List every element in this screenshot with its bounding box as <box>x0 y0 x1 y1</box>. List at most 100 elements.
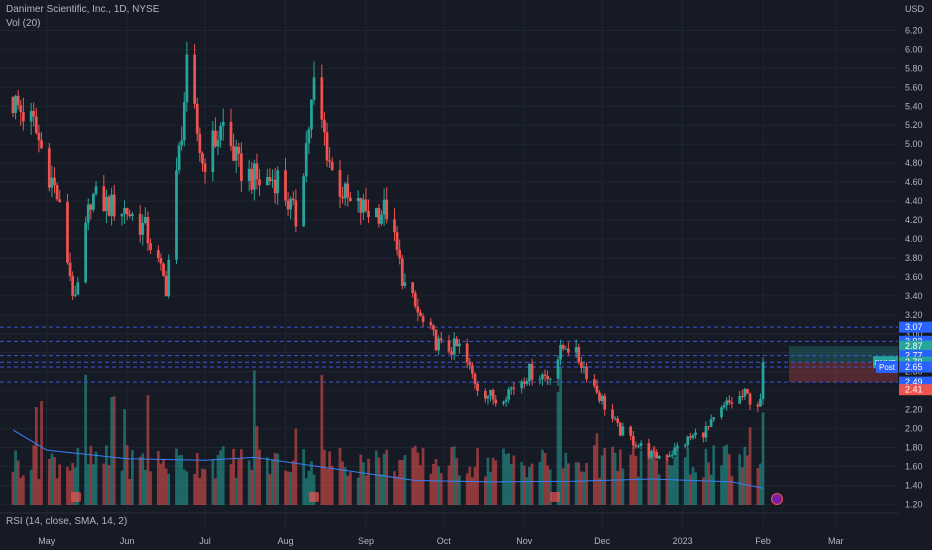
volume-bar <box>110 396 113 505</box>
volume-bar <box>107 464 111 505</box>
y-tick-label: 6.20 <box>905 25 923 35</box>
x-tick-label: Feb <box>755 536 771 546</box>
candle-body <box>50 177 54 188</box>
volume-bar <box>374 450 378 505</box>
volume-bar <box>367 458 370 505</box>
earnings-marker-icon[interactable] <box>550 492 560 502</box>
time-axis[interactable]: May Jun Jul Aug Sep Oct Nov Dec 2023 Feb Mar <box>38 536 843 546</box>
candle-body <box>419 312 422 317</box>
volume-bar <box>759 463 762 505</box>
position-target-zone[interactable] <box>789 346 898 363</box>
candle-body <box>382 199 386 215</box>
candle-body <box>232 146 235 161</box>
volume-bar <box>400 460 404 505</box>
candle-body <box>219 125 222 141</box>
candle-body <box>618 422 622 436</box>
volume-bar <box>86 464 90 505</box>
candle-body <box>668 455 671 457</box>
volume-bar <box>722 446 726 505</box>
volume-bars <box>11 366 765 505</box>
candle-body <box>655 452 658 459</box>
volume-bar <box>652 445 656 505</box>
earnings-marker-icon[interactable] <box>71 492 81 502</box>
volume-bar <box>743 446 747 505</box>
volume-bar <box>125 445 129 505</box>
candle-body <box>330 161 334 171</box>
earnings-marker-icon[interactable] <box>309 492 319 502</box>
candle-body <box>525 381 529 384</box>
volume-bar <box>105 445 108 505</box>
candle-body <box>198 133 202 154</box>
volume-bar <box>582 471 586 505</box>
price-tag-label: 3.07 <box>905 322 923 332</box>
candle-body <box>252 163 256 190</box>
y-tick-label: 6.00 <box>905 44 923 54</box>
volume-bar <box>14 450 17 505</box>
candle-body <box>37 133 41 141</box>
volume-bar <box>102 463 106 505</box>
volume-bar <box>19 477 23 505</box>
candle-body <box>71 276 75 296</box>
x-tick-label: Aug <box>277 536 293 546</box>
volume-bar <box>476 448 479 505</box>
volume-bar <box>512 455 516 505</box>
candle-body <box>650 451 653 458</box>
volume-bar <box>193 473 197 505</box>
candle-body <box>564 348 568 350</box>
candle-body <box>250 168 254 190</box>
candle-body <box>639 443 643 446</box>
volume-bar <box>131 449 134 505</box>
volume-bar <box>707 462 710 505</box>
volume-bar <box>559 366 562 505</box>
candle-body <box>304 143 308 177</box>
candle-body <box>66 201 69 263</box>
candle-body <box>603 395 607 410</box>
volume-bar <box>561 468 565 505</box>
candle-body <box>600 395 604 401</box>
volume-bar <box>359 454 363 505</box>
volume-bar <box>219 450 222 505</box>
volume-bar <box>413 445 417 505</box>
volume-bar <box>312 474 316 505</box>
x-tick-label: May <box>38 536 56 546</box>
y-tick-label: 2.00 <box>905 424 923 434</box>
candle-body <box>434 329 438 351</box>
volume-bar <box>201 468 204 505</box>
rsi-legend[interactable]: RSI (14, close, SMA, 14, 2) <box>6 516 128 527</box>
candlesticks <box>11 41 765 461</box>
dashed-price-lines[interactable] <box>0 326 898 383</box>
candle-body <box>359 198 363 213</box>
volume-bar <box>577 462 581 505</box>
volume-bar <box>66 466 69 505</box>
y-tick-label: 1.20 <box>905 499 923 509</box>
volume-legend[interactable]: Vol (20) <box>6 18 41 29</box>
candle-body <box>395 232 399 251</box>
candle-body <box>413 292 417 307</box>
candle-body <box>652 451 656 453</box>
y-tick-label: 3.20 <box>905 310 923 320</box>
event-markers[interactable] <box>71 492 783 505</box>
y-tick-label: 5.80 <box>905 63 923 73</box>
candle-body <box>676 446 679 448</box>
candle-body <box>502 401 505 404</box>
flash-event-icon[interactable] <box>771 493 783 505</box>
candle-body <box>143 216 147 223</box>
volume-bar <box>175 448 178 505</box>
candle-body <box>123 208 126 214</box>
volume-bar <box>756 467 760 505</box>
volume-bar <box>330 465 334 505</box>
candle-body <box>271 179 274 182</box>
price-axis[interactable]: USD 6.20 6.00 5.80 5.60 5.40 5.20 5.00 4.80 4.60… <box>905 4 925 509</box>
volume-bar <box>686 448 690 505</box>
candle-body <box>258 179 261 186</box>
candle-body <box>53 177 56 186</box>
volume-bar <box>683 457 687 505</box>
volume-bar <box>694 472 697 505</box>
symbol-legend[interactable]: Danimer Scientific, Inc., 1D, NYSE <box>6 4 160 15</box>
volume-bar <box>265 457 269 505</box>
candle-body <box>34 116 38 134</box>
currency-label: USD <box>905 4 925 14</box>
volume-bar <box>393 471 396 505</box>
candle-body <box>512 387 516 389</box>
